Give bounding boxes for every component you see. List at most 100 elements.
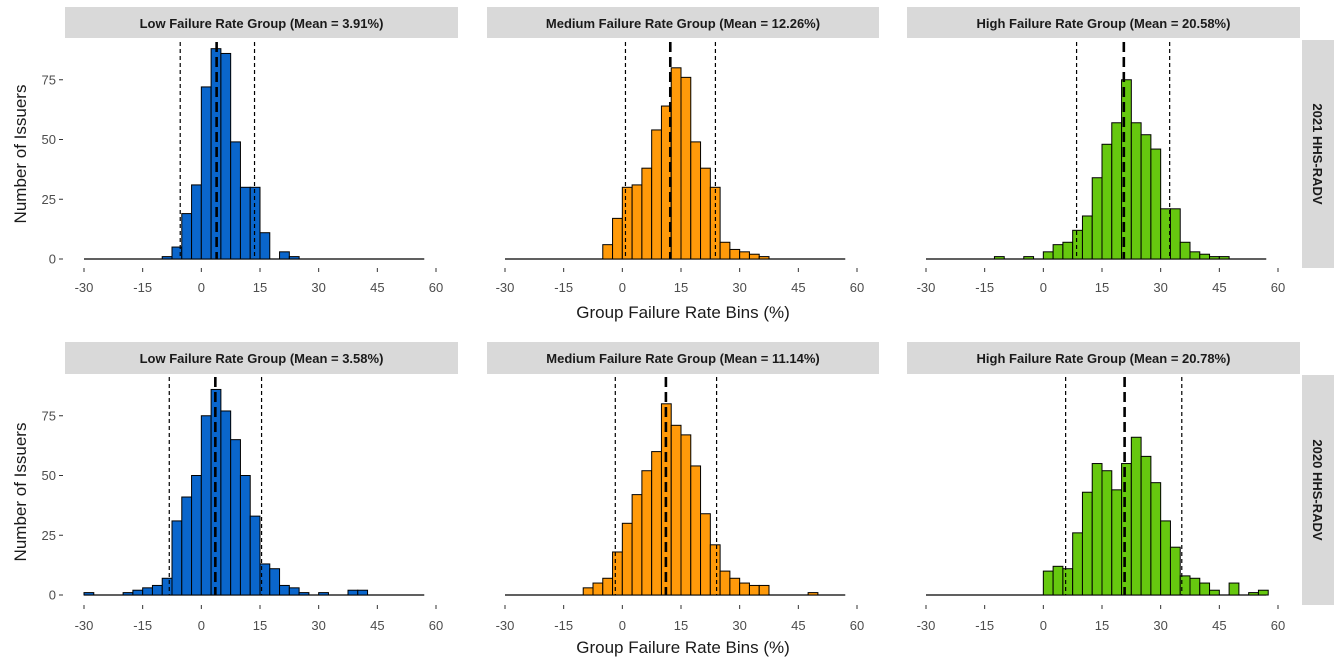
histogram-bar (690, 465, 702, 596)
y-tick-label: 0 (49, 588, 56, 603)
x-tick-label: 0 (1040, 280, 1047, 295)
row-strip (1302, 375, 1334, 605)
histogram-bar (680, 76, 692, 260)
histogram-bar (651, 129, 662, 260)
y-tick-label: 0 (49, 252, 56, 267)
x-tick-label: -15 (133, 280, 152, 295)
x-tick-label: -15 (975, 280, 994, 295)
x-tick-label: -15 (554, 618, 573, 633)
histogram-bar (249, 515, 261, 596)
histogram-bar (191, 184, 202, 260)
histogram-bar (288, 256, 300, 260)
panel-strip (65, 342, 458, 374)
panel-title: High Failure Rate Group (Mean = 20.78%) (977, 351, 1231, 366)
row-strip-label: 2021 HHS-RADV (1310, 103, 1325, 204)
row-strip-label: 2020 HHS-RADV (1310, 439, 1325, 540)
histogram-bar (1101, 470, 1113, 596)
histogram-bar (151, 584, 163, 596)
histogram-bar (700, 167, 711, 260)
histogram-bar (670, 67, 682, 260)
histogram-bar (729, 248, 741, 260)
x-tick-label: 15 (253, 618, 267, 633)
histogram-bar (161, 256, 173, 260)
x-tick-label: 30 (311, 280, 325, 295)
histogram-bar (1062, 241, 1074, 260)
x-tick-label: 0 (198, 618, 205, 633)
histogram-bar (719, 241, 731, 260)
histogram-bar (690, 141, 702, 260)
histogram-bar (621, 522, 633, 596)
histogram-bar (641, 470, 653, 596)
x-tick-label: 30 (311, 618, 325, 633)
histogram-bar (1042, 570, 1054, 596)
x-tick-label: 0 (198, 280, 205, 295)
histogram-bar (279, 251, 290, 260)
histogram-bar (83, 592, 95, 596)
y-tick-label: 75 (42, 408, 56, 423)
histogram-bar (230, 439, 241, 596)
histogram-bar (1081, 491, 1093, 596)
histogram-panel: Low Failure Rate Group (Mean = 3.58%) -30… (42, 342, 458, 633)
x-tick-label: -15 (554, 280, 573, 295)
histogram-bar (739, 582, 750, 596)
histogram-bar (1169, 546, 1181, 596)
histogram-bar (259, 232, 271, 260)
histogram-bar (132, 589, 144, 596)
histogram-bar (181, 213, 193, 260)
histogram-bar (1091, 177, 1103, 260)
histogram-bar (1189, 577, 1201, 596)
histogram-bar (298, 592, 310, 596)
x-axis-title: Group Failure Rate Bins (%) (576, 303, 790, 322)
histogram-bar (1091, 463, 1103, 596)
histogram-bar (709, 544, 721, 596)
histogram-bar (1228, 582, 1240, 596)
x-tick-label: 45 (1212, 618, 1226, 633)
histogram-bar (631, 184, 643, 260)
histogram-bar (641, 167, 653, 260)
histogram-bar (1052, 565, 1064, 596)
histogram-bar (239, 475, 251, 596)
x-tick-label: -15 (975, 618, 994, 633)
x-tick-label: 0 (619, 280, 626, 295)
histogram-bar (220, 410, 232, 596)
panel-strip (487, 342, 879, 374)
y-tick-label: 75 (42, 72, 56, 87)
histogram-bar (602, 244, 614, 260)
histogram-panel: High Failure Rate Group (Mean = 20.78%) -… (907, 342, 1300, 633)
x-tick-label: -30 (75, 618, 94, 633)
x-tick-label: 30 (732, 280, 746, 295)
histogram-bar (279, 584, 290, 596)
x-tick-label: 45 (370, 618, 384, 633)
histogram-bar (1081, 215, 1093, 260)
histogram-bar (1121, 463, 1132, 596)
panel-title: Low Failure Rate Group (Mean = 3.91%) (140, 16, 384, 31)
x-tick-label: 45 (370, 280, 384, 295)
histogram-bar (602, 577, 614, 596)
x-tick-label: 45 (791, 618, 805, 633)
x-tick-label: 15 (1095, 618, 1109, 633)
x-tick-label: -30 (917, 280, 936, 295)
histogram-bar (1101, 143, 1113, 260)
histogram-bar (191, 475, 202, 596)
histogram-bar (592, 582, 604, 596)
x-tick-label: 15 (1095, 280, 1109, 295)
histogram-bar (582, 587, 594, 596)
histogram-bar (1062, 568, 1074, 596)
histogram-bar (631, 494, 643, 596)
x-axis-title: Group Failure Rate Bins (%) (576, 638, 790, 657)
histogram-bar (1150, 148, 1162, 260)
panel-strip (487, 7, 879, 38)
x-tick-label: 60 (1271, 280, 1285, 295)
histogram-bar (220, 52, 232, 260)
histogram-bar (1052, 244, 1064, 260)
histogram-bar (288, 587, 300, 596)
histogram-bar (249, 186, 261, 260)
x-tick-label: 0 (1040, 618, 1047, 633)
x-tick-label: -15 (133, 618, 152, 633)
histogram-bar (1199, 582, 1211, 596)
y-tick-label: 50 (42, 468, 56, 483)
x-tick-label: 60 (1271, 618, 1285, 633)
panel-strip (907, 7, 1300, 38)
histogram-panels: Low Failure Rate Group (Mean = 3.91%) -30… (42, 7, 1300, 633)
